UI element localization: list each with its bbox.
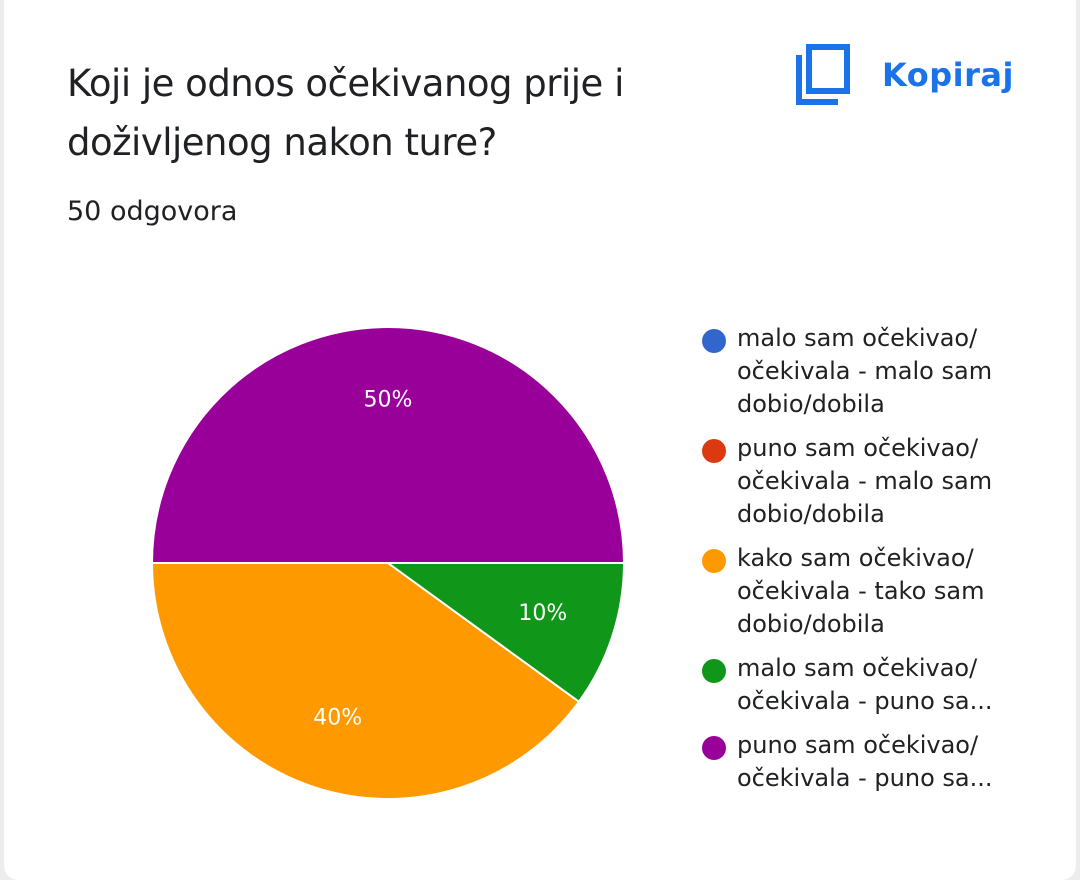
copy-label: Kopiraj [882,56,1014,94]
legend-item[interactable]: puno sam očekivao/ očekivala - puno sa..… [700,729,1020,795]
pie-slice[interactable] [150,562,581,800]
question-title: Koji je odnos očekivanog prije i doživlj… [67,62,624,164]
legend-item[interactable]: kako sam očekivao/ očekivala - tako sam … [700,542,1020,641]
legend-label: puno sam očekivao/ očekivala - malo sam … [737,434,993,528]
copy-button[interactable]: Kopiraj [794,40,1014,110]
pie-slice[interactable] [150,326,626,564]
pie-slice[interactable] [384,562,626,704]
pie-slice-label: 50% [364,388,413,413]
pie-slice-label: 10% [518,601,567,626]
legend-label: malo sam očekivao/ očekivala - malo sam … [737,324,993,418]
legend-color-dot [702,549,726,573]
legend-color-dot [702,329,726,353]
legend-color-dot [702,736,726,760]
legend-item[interactable]: puno sam očekivao/ očekivala - malo sam … [700,432,1020,531]
copy-icon [796,44,850,105]
legend-item[interactable]: malo sam očekivao/ očekivala - malo sam … [700,322,1020,421]
legend-color-dot [702,439,726,463]
pie-slice-label: 40% [313,705,362,730]
legend-color-dot [702,659,726,683]
legend-label: kako sam očekivao/ očekivala - tako sam … [737,544,985,638]
chart-legend: malo sam očekivao/ očekivala - malo sam … [700,322,1020,806]
legend-item[interactable]: malo sam očekivao/ očekivala - puno sa..… [700,652,1020,718]
legend-label: malo sam očekivao/ očekivala - puno sa..… [737,654,993,715]
legend-label: puno sam očekivao/ očekivala - puno sa..… [737,731,993,792]
response-count: 50 odgovora [67,196,238,227]
